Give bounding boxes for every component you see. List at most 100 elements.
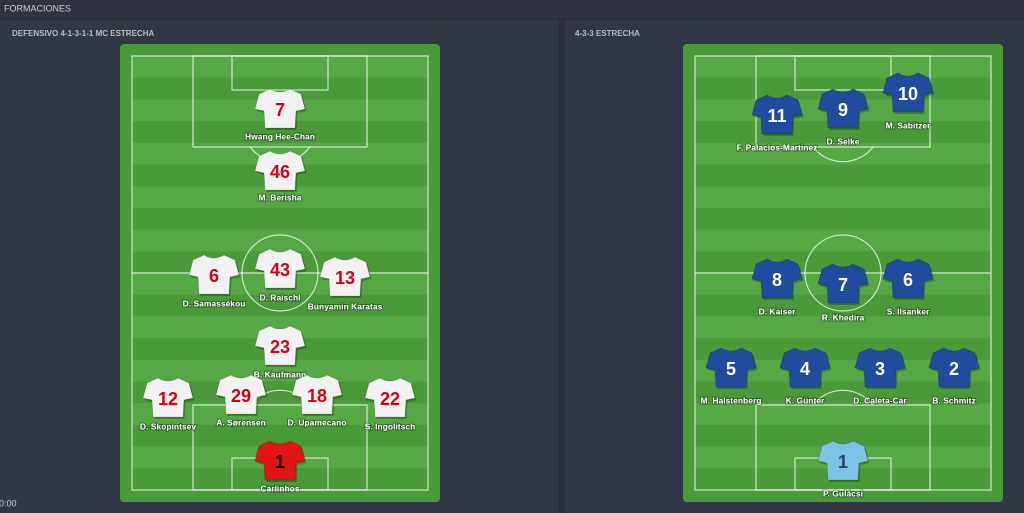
pitch-stripe (132, 316, 428, 339)
player: 43 (254, 248, 307, 290)
pitch-stripe (132, 56, 428, 78)
shirt-number: 46 (270, 162, 290, 182)
player-name: D. Caleta-Car (853, 395, 907, 405)
shirt-number: 9 (838, 100, 848, 120)
player: 18 (291, 374, 344, 416)
pitch-line (241, 234, 319, 312)
player-name: R. Khedira (822, 312, 865, 322)
shirt (188, 254, 240, 295)
shirt-number: 43 (270, 260, 290, 280)
shirt-number: 12 (158, 389, 178, 409)
pitch-stripe (132, 403, 428, 425)
player: 22 (364, 377, 417, 419)
pitch-stripe (695, 229, 991, 252)
player: 13 (319, 256, 372, 298)
player: 1 (254, 440, 307, 482)
pitch-stripe (132, 142, 428, 165)
player-name: Carlinhos (260, 483, 299, 493)
player-name: Bünyamin Karatas (308, 301, 383, 311)
shirt-number: 23 (270, 337, 290, 357)
pitch-stripe (695, 186, 991, 208)
player: 5 (705, 347, 758, 389)
player-name: D. Upamecano (287, 417, 346, 427)
player-name: M. Halstenberg (701, 395, 762, 405)
shirt-number: 22 (380, 389, 400, 409)
player: 11 (751, 94, 804, 136)
header-title: FORMACIONES (4, 3, 71, 13)
shirt (882, 258, 934, 299)
player: 10 (882, 72, 935, 114)
shirt (319, 256, 371, 297)
player-name: K. Günter (786, 395, 825, 405)
panel-title: 4-3-3 ESTRECHA (575, 29, 640, 38)
pitch-stripe (132, 229, 428, 252)
shirt (928, 347, 980, 388)
pitch-stripe (132, 359, 428, 382)
player-name: A. Sørensen (216, 417, 266, 427)
player: 6 (188, 254, 241, 296)
shirt (254, 440, 306, 481)
player-name: Hwang Hee-Chan (245, 131, 315, 141)
pitch-stripe (695, 359, 991, 382)
player: 3 (854, 347, 907, 389)
shirt-number: 13 (335, 268, 355, 288)
player-name: P. Gulácsi (823, 488, 863, 498)
shirt (751, 258, 803, 299)
player-name: M. Sabitzer (886, 120, 932, 130)
shirt-number: 7 (838, 275, 848, 295)
shirt-number: 2 (949, 359, 959, 379)
pitch-line (812, 146, 874, 163)
player-name: D. Samassékou (183, 298, 246, 308)
panel-title: DEFENSIVO 4-1-3-1-1 MC ESTRECHA (12, 29, 154, 38)
player: 9 (817, 88, 870, 130)
shirt-number: 6 (903, 270, 913, 290)
player-name: D. Raischl (259, 292, 300, 302)
shirt-number: 3 (875, 359, 885, 379)
shirt (215, 374, 267, 415)
player-name: F. Palacios-Martinez (737, 142, 818, 152)
shirt-number: 29 (231, 386, 251, 406)
shirt (779, 347, 831, 388)
pitch-line (794, 55, 892, 91)
pitch-stripe (695, 56, 991, 78)
shirt (751, 94, 803, 135)
shirt (254, 325, 306, 366)
player: 8 (751, 258, 804, 300)
player-name: D. Skopintsev (140, 421, 196, 431)
pitch-line (231, 55, 329, 91)
shirt (254, 248, 306, 289)
player: 12 (142, 377, 195, 419)
player: 46 (254, 150, 307, 192)
header-bar (0, 0, 1024, 18)
player-name: D. Selke (826, 136, 859, 146)
player: 2 (928, 347, 981, 389)
clock: 00:00 (0, 498, 17, 508)
shirt (364, 377, 416, 418)
player: 23 (254, 325, 307, 367)
shirt (817, 88, 869, 129)
player: 4 (779, 347, 832, 389)
shirt (254, 88, 306, 129)
player-name: B. Kaufmann (254, 369, 306, 379)
shirt-number: 5 (726, 359, 736, 379)
pitch-stripe (695, 316, 991, 339)
pitch-line (812, 389, 874, 406)
shirt-number: 6 (209, 266, 219, 286)
shirt (142, 377, 194, 418)
shirt-number: 18 (307, 386, 327, 406)
shirt-number: 1 (275, 452, 285, 472)
shirt (705, 347, 757, 388)
pitch-stripe (132, 186, 428, 208)
player-name: S. Ilsanker (887, 306, 930, 316)
player: 6 (882, 258, 935, 300)
shirt (254, 150, 306, 191)
shirt-number: 1 (838, 452, 848, 472)
player-name: D. Kaiser (759, 306, 797, 316)
player-name: B. Schmitz (932, 395, 975, 405)
shirt-number: 10 (898, 84, 918, 104)
pitch-line (804, 234, 882, 312)
shirt (817, 263, 869, 304)
shirt (882, 72, 934, 113)
shirt (291, 374, 343, 415)
